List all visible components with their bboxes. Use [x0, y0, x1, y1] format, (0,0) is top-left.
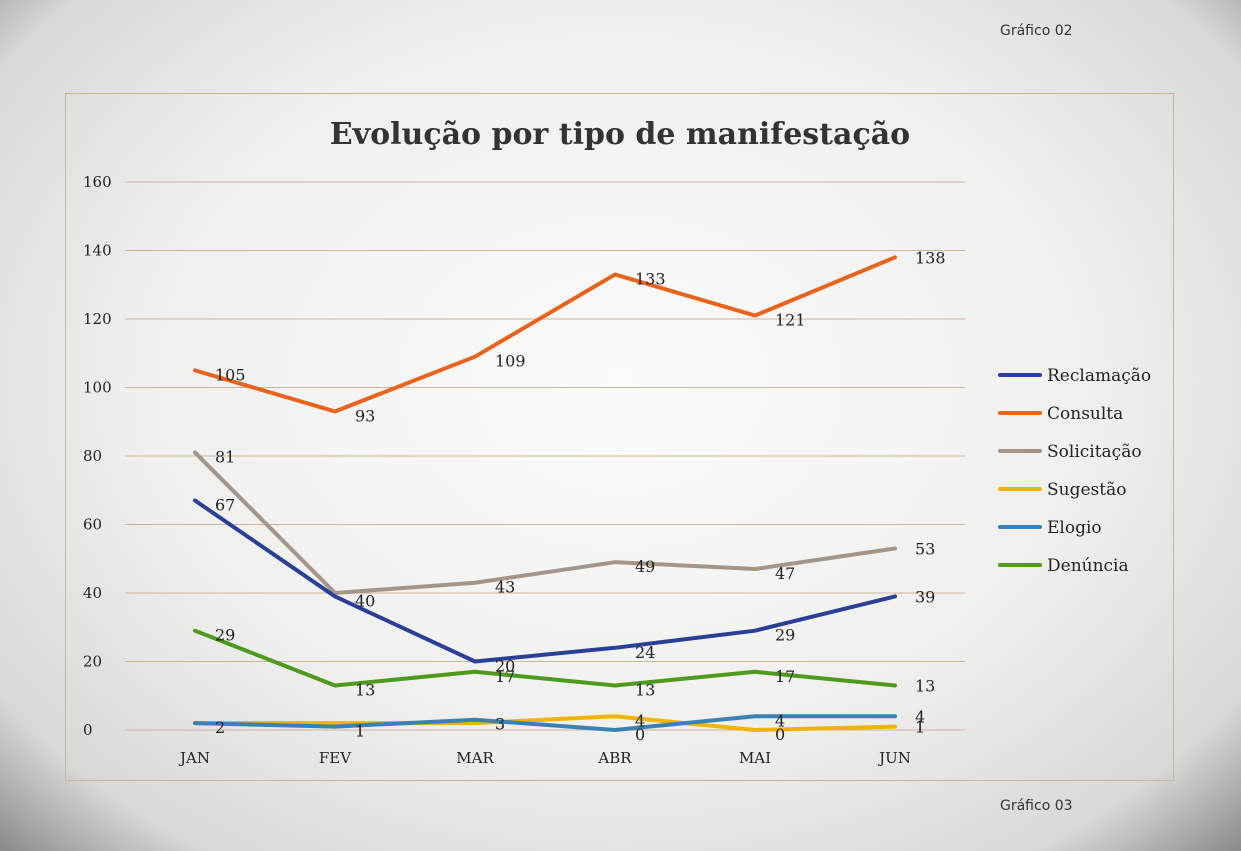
grid-lines: [125, 181, 965, 731]
chart-number-label: Gráfico 02: [1000, 23, 1073, 39]
series-lines: [193, 255, 897, 732]
y-tick-label: 140: [83, 242, 112, 260]
data-label: 81: [215, 448, 235, 467]
legend-label: Consulta: [1047, 404, 1123, 424]
x-tick-label: ABR: [597, 749, 632, 767]
series-line-4: [193, 714, 897, 732]
next-chart-number-label: Gráfico 03: [1000, 798, 1073, 814]
data-label: 17: [775, 667, 795, 686]
data-label: 1: [915, 718, 925, 737]
y-tick-label: 60: [83, 516, 102, 534]
data-label: 13: [355, 680, 375, 699]
legend-label: Denúncia: [1047, 556, 1129, 576]
chart-title: Evolução por tipo de manifestação: [330, 117, 910, 152]
data-label: 17: [495, 667, 515, 686]
y-tick-label: 120: [83, 310, 112, 328]
data-label: 93: [355, 406, 375, 425]
y-tick-label: 100: [83, 379, 112, 397]
x-tick-label: MAI: [739, 749, 771, 767]
legend-label: Solicitação: [1047, 442, 1142, 462]
data-label: 3: [495, 715, 505, 734]
y-tick-label: 80: [83, 447, 102, 465]
data-label: 4: [635, 711, 645, 730]
data-label: 109: [495, 352, 526, 371]
data-label: 138: [915, 248, 946, 267]
series-line-5: [193, 628, 897, 688]
data-label: 121: [775, 311, 806, 330]
legend-label: Reclamação: [1047, 366, 1151, 386]
data-label: 0: [775, 725, 785, 744]
data-label: 20: [495, 657, 515, 676]
data-label: 13: [915, 676, 935, 695]
data-label: 1: [355, 722, 365, 741]
data-label: 105: [215, 365, 246, 384]
data-label: 4: [775, 711, 785, 730]
chart-frame: [65, 93, 1174, 781]
data-label: 39: [915, 587, 935, 606]
data-label: 4: [915, 707, 925, 726]
series-line-3: [193, 714, 897, 732]
data-label: 29: [215, 626, 235, 645]
y-tick-label: 0: [83, 721, 93, 739]
data-label: 53: [915, 539, 935, 558]
legend: Reclamação Consulta Solicitação Sugestão Elo…: [998, 366, 1151, 576]
data-label: 29: [775, 626, 795, 645]
data-label: 67: [215, 496, 235, 515]
data-label: 133: [635, 269, 666, 288]
series-line-2: [193, 450, 897, 595]
data-label: 47: [775, 564, 795, 583]
y-tick-label: 40: [83, 584, 102, 602]
legend-label: Sugestão: [1047, 480, 1126, 500]
series-line-0: [193, 498, 897, 664]
x-tick-label: MAR: [456, 749, 494, 767]
data-label: 24: [635, 643, 655, 662]
data-label: 40: [355, 591, 375, 610]
series-line-1: [193, 255, 897, 414]
data-label: 0: [635, 725, 645, 744]
y-tick-label: 160: [83, 173, 112, 191]
legend-label: Elogio: [1047, 518, 1102, 538]
x-tick-label: FEV: [319, 749, 352, 767]
data-label: 43: [495, 578, 515, 597]
x-tick-label: JUN: [877, 749, 911, 767]
data-label: 13: [635, 680, 655, 699]
y-tick-label: 20: [83, 653, 102, 671]
x-tick-label: JAN: [178, 749, 210, 767]
data-label: 2: [215, 718, 225, 737]
data-label: 49: [635, 557, 655, 576]
